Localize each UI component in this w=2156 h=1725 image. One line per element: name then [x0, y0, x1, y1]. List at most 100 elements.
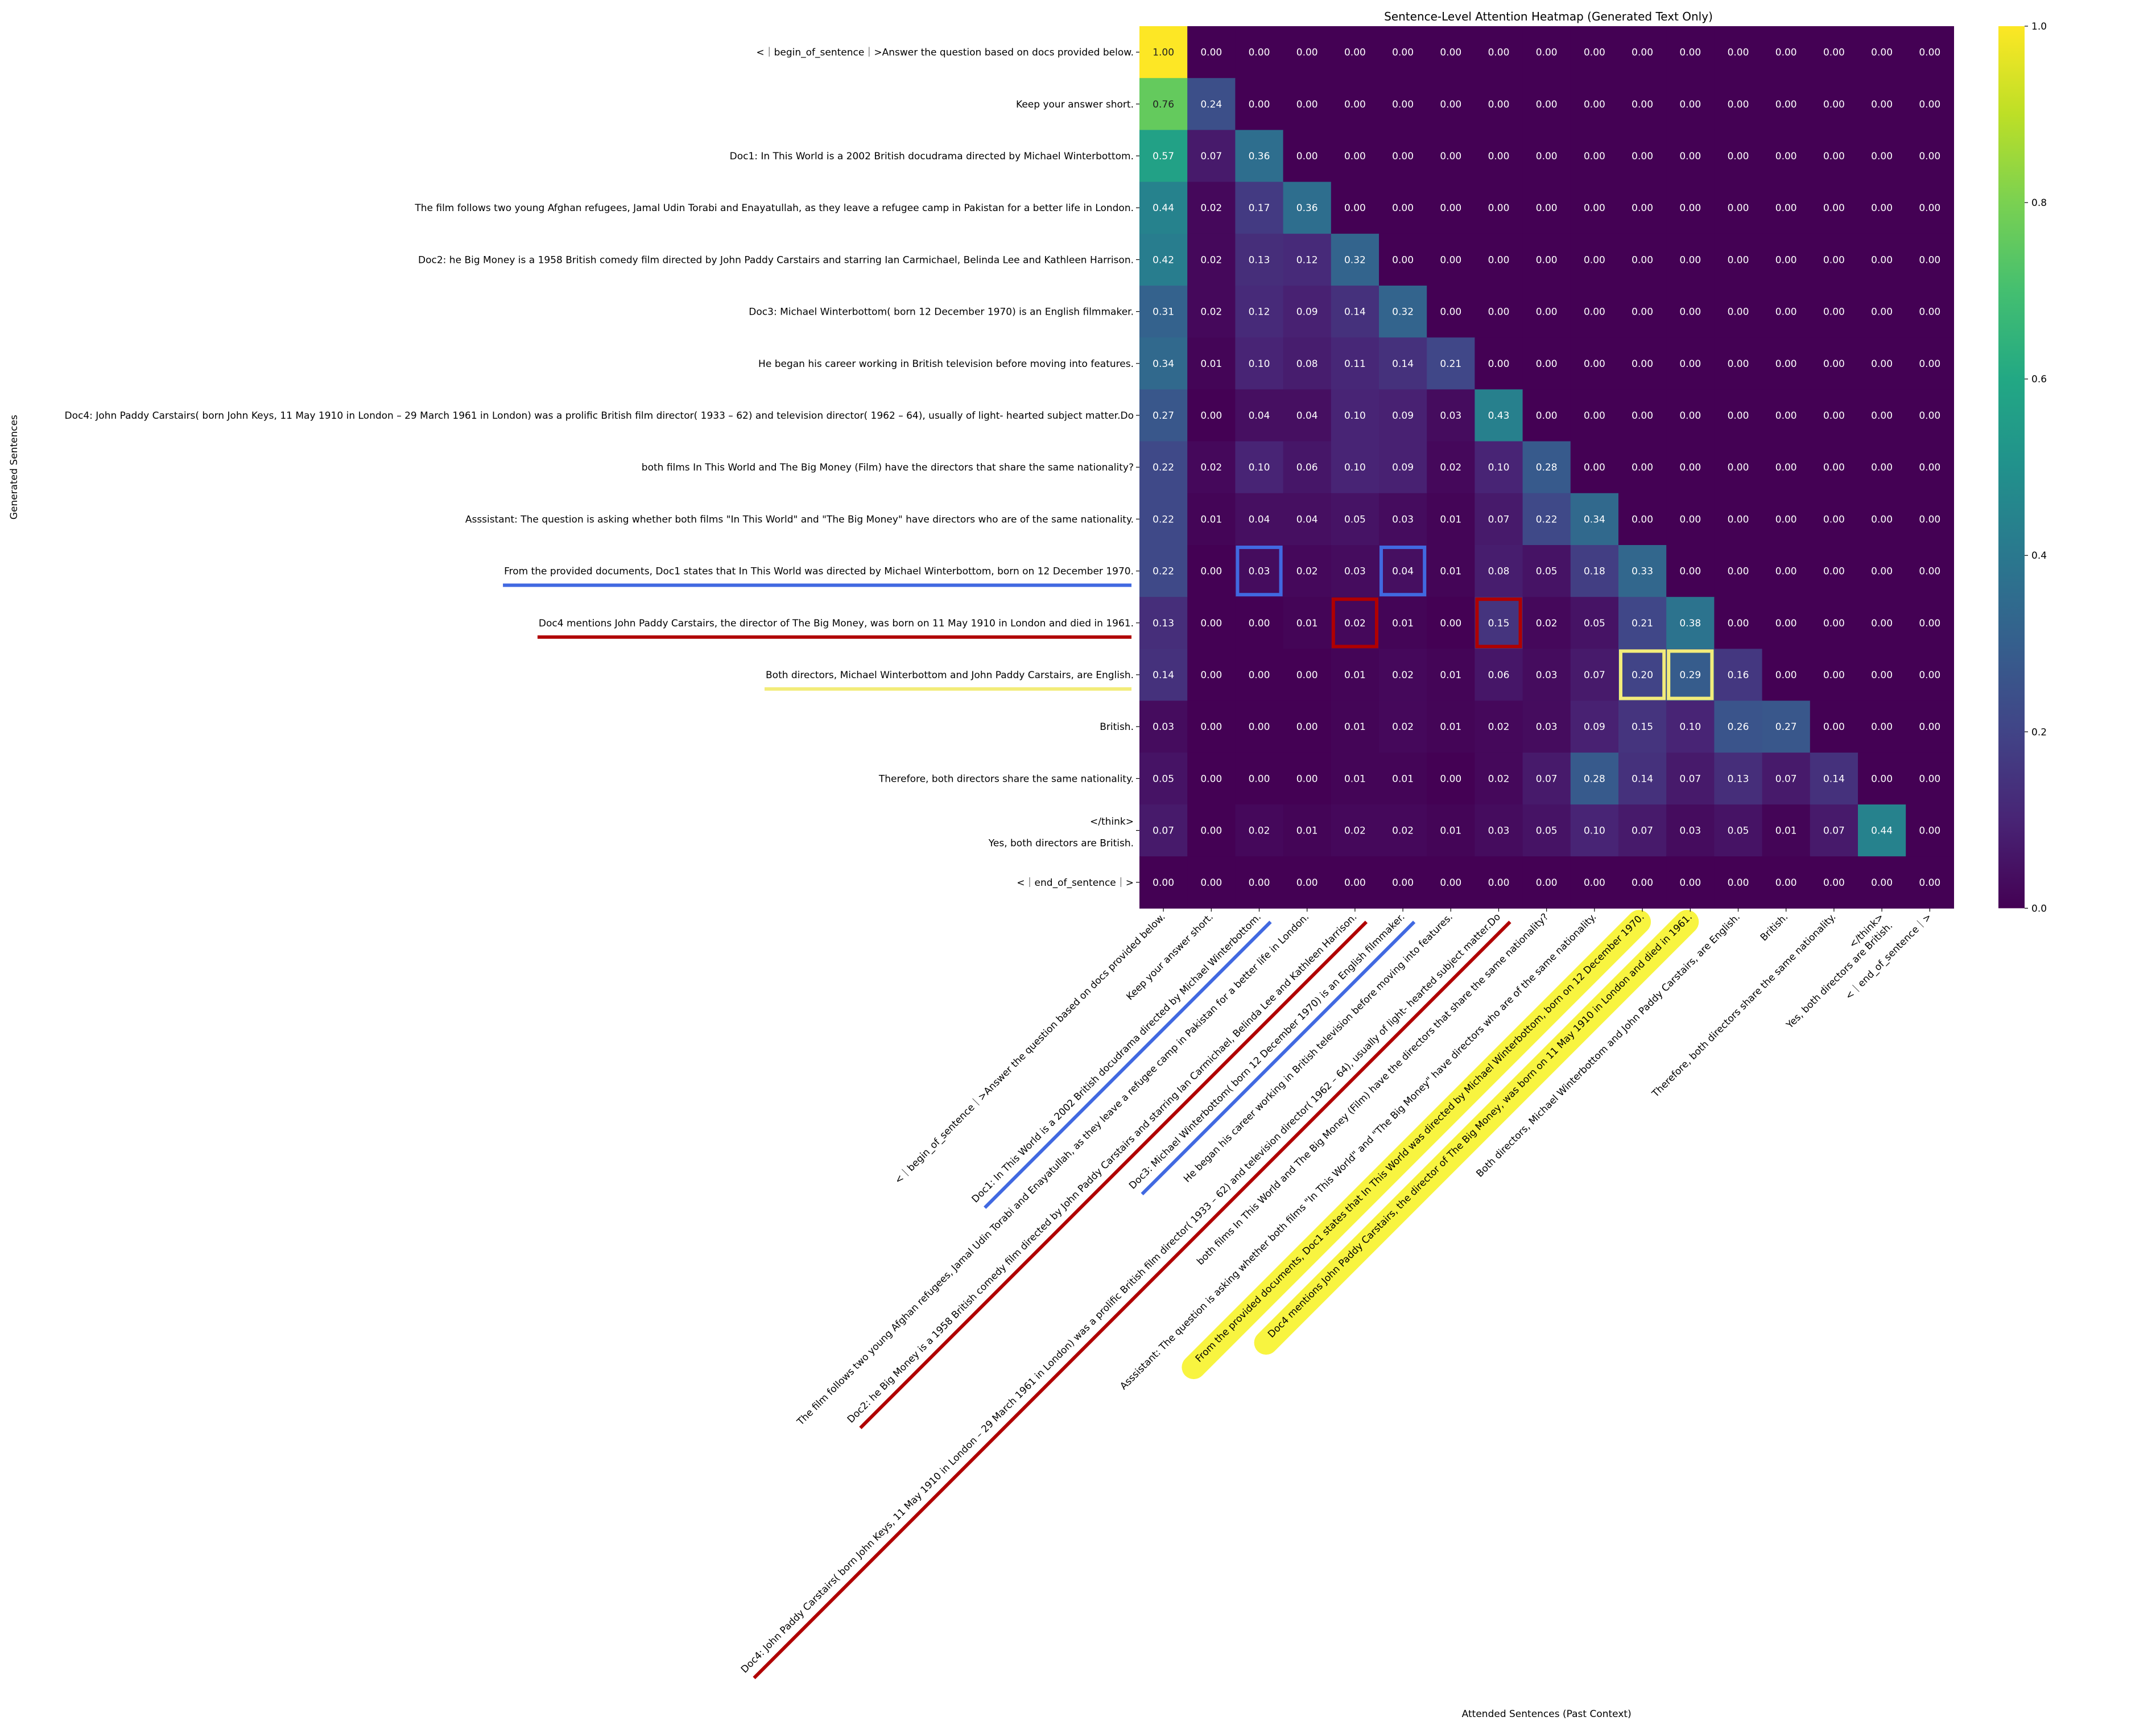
cell-value-r2-c0: 0.57: [1153, 151, 1174, 162]
heatmap-cell-r13-c1: [1187, 700, 1236, 753]
cell-value-r2-c5: 0.00: [1392, 151, 1414, 162]
heatmap-cell-r5-c1: [1187, 286, 1236, 338]
cell-value-r11-c0: 0.13: [1153, 618, 1174, 629]
cell-value-r7-c16: 0.00: [1919, 410, 1940, 422]
cell-value-r13-c16: 0.00: [1919, 721, 1940, 733]
cell-value-r15-c7: 0.03: [1488, 826, 1510, 837]
cell-value-r9-c12: 0.00: [1728, 514, 1749, 525]
cell-value-r12-c6: 0.01: [1440, 670, 1461, 681]
cell-value-r0-c15: 0.00: [1871, 47, 1893, 59]
heatmap-cell-r2-c1: [1187, 130, 1236, 183]
heatmap-cell-r0-c4: [1331, 26, 1379, 79]
heatmap-cell-r3-c6: [1427, 181, 1475, 234]
cell-value-r16-c5: 0.00: [1392, 877, 1414, 889]
cell-value-r1-c3: 0.00: [1296, 99, 1318, 110]
cell-value-r1-c13: 0.00: [1775, 99, 1797, 110]
cell-value-r5-c4: 0.14: [1344, 307, 1366, 318]
heatmap-cell-r15-c12: [1714, 804, 1763, 857]
cell-value-r12-c9: 0.07: [1584, 670, 1605, 681]
cell-value-r15-c1: 0.00: [1200, 826, 1222, 837]
heatmap-cell-r11-c13: [1762, 597, 1811, 649]
cell-value-r0-c0: 1.00: [1153, 47, 1174, 59]
heatmap-cell-r10-c12: [1714, 545, 1763, 597]
heatmap-cell-r8-c3: [1283, 441, 1332, 494]
heatmap-cell-r1-c4: [1331, 78, 1379, 130]
heatmap-cell-r6-c10: [1618, 337, 1667, 390]
heatmap-cell-r13-c14: [1810, 700, 1858, 753]
cell-value-r12-c14: 0.00: [1823, 670, 1845, 681]
heatmap-cell-r11-c8: [1522, 597, 1571, 649]
heatmap-cell-r1-c2: [1235, 78, 1284, 130]
heatmap-cell-r9-c9: [1570, 493, 1619, 546]
heatmap-cell-r2-c8: [1522, 130, 1571, 183]
heatmap-cell-r16-c14: [1810, 856, 1858, 909]
heatmap-cell-r6-c3: [1283, 337, 1332, 390]
heatmap-cell-r5-c5: [1379, 286, 1427, 338]
heatmap-cell-r7-c1: [1187, 389, 1236, 442]
heatmap-cell-r11-c6: [1427, 597, 1475, 649]
heatmap-cell-r15-c13: [1762, 804, 1811, 857]
heatmap-cell-r11-c1: [1187, 597, 1236, 649]
cell-value-r11-c10: 0.21: [1632, 618, 1653, 629]
cell-value-r10-c8: 0.05: [1536, 566, 1558, 577]
heatmap-cell-r12-c9: [1570, 649, 1619, 701]
heatmap-cell-r1-c15: [1858, 78, 1906, 130]
cell-value-r3-c11: 0.00: [1679, 203, 1701, 214]
cell-value-r4-c16: 0.00: [1919, 254, 1940, 266]
heatmap-cell-r8-c9: [1570, 441, 1619, 494]
heatmap-cell-r2-c9: [1570, 130, 1619, 183]
cell-value-r2-c12: 0.00: [1728, 151, 1749, 162]
heatmap-cell-r4-c0: [1139, 233, 1188, 286]
heatmap-cell-r1-c6: [1427, 78, 1475, 130]
heatmap-cell-r14-c13: [1762, 752, 1811, 805]
heatmap-cell-r15-c6: [1427, 804, 1475, 857]
cell-value-r16-c3: 0.00: [1296, 877, 1318, 889]
heatmap-cell-r4-c10: [1618, 233, 1667, 286]
cell-value-r15-c5: 0.02: [1392, 826, 1414, 837]
heatmap-cell-r2-c10: [1618, 130, 1667, 183]
cell-value-r6-c6: 0.21: [1440, 358, 1461, 370]
heatmap-cell-r13-c16: [1906, 700, 1954, 753]
heatmap-cell-r9-c15: [1858, 493, 1906, 546]
col-label-13: British.: [1758, 911, 1790, 943]
row-label-1: Keep your answer short.: [1016, 99, 1134, 110]
cell-value-r12-c4: 0.01: [1344, 670, 1366, 681]
cell-value-r7-c6: 0.03: [1440, 410, 1461, 422]
heatmap-cell-r4-c1: [1187, 233, 1236, 286]
heatmap-cell-r10-c3: [1283, 545, 1332, 597]
heatmap-grid: 1.00 0.00 0.00 0.00 0.00 0.00 0.00 0.00 0.00 0.00…: [1139, 26, 1954, 909]
cell-value-r9-c4: 0.05: [1344, 514, 1366, 525]
cell-value-r14-c5: 0.01: [1392, 773, 1414, 785]
cell-value-r10-c14: 0.00: [1823, 566, 1845, 577]
cell-value-r12-c16: 0.00: [1919, 670, 1940, 681]
annotation-box-r10-c2: [1236, 546, 1283, 597]
heatmap-cell-r11-c9: [1570, 597, 1619, 649]
cell-value-r3-c8: 0.00: [1536, 203, 1558, 214]
heatmap-cell-r5-c16: [1906, 286, 1954, 338]
cell-value-r6-c15: 0.00: [1871, 358, 1893, 370]
colorbar-label-5: 1.0: [2031, 21, 2047, 32]
cell-value-r12-c3: 0.00: [1296, 670, 1318, 681]
heatmap-cell-r14-c15: [1858, 752, 1906, 805]
cell-value-r7-c5: 0.09: [1392, 410, 1414, 422]
heatmap-cell-r5-c3: [1283, 286, 1332, 338]
row-labels: <｜begin_of_sentence｜>Answer the question…: [65, 47, 1139, 889]
heatmap-cell-r10-c8: [1522, 545, 1571, 597]
cell-value-r8-c7: 0.10: [1488, 462, 1510, 473]
cell-value-r5-c12: 0.00: [1728, 307, 1749, 318]
row-label-11: Doc4 mentions John Paddy Carstairs, the …: [539, 618, 1134, 629]
cell-value-r4-c13: 0.00: [1775, 254, 1797, 266]
heatmap-cell-r13-c15: [1858, 700, 1906, 753]
heatmap-cell-r9-c7: [1474, 493, 1523, 546]
colorbar-label-0: 0.0: [2031, 903, 2047, 914]
heatmap-cell-r3-c13: [1762, 181, 1811, 234]
cell-value-r4-c0: 0.42: [1153, 254, 1174, 266]
heatmap-cell-r10-c16: [1906, 545, 1954, 597]
cell-value-r6-c13: 0.00: [1775, 358, 1797, 370]
heatmap-cell-r5-c15: [1858, 286, 1906, 338]
heatmap-cell-r11-c2: [1235, 597, 1284, 649]
cell-value-r7-c15: 0.00: [1871, 410, 1893, 422]
heatmap-cell-r15-c15: [1858, 804, 1906, 857]
heatmap-cell-r14-c11: [1666, 752, 1715, 805]
cell-value-r1-c16: 0.00: [1919, 99, 1940, 110]
